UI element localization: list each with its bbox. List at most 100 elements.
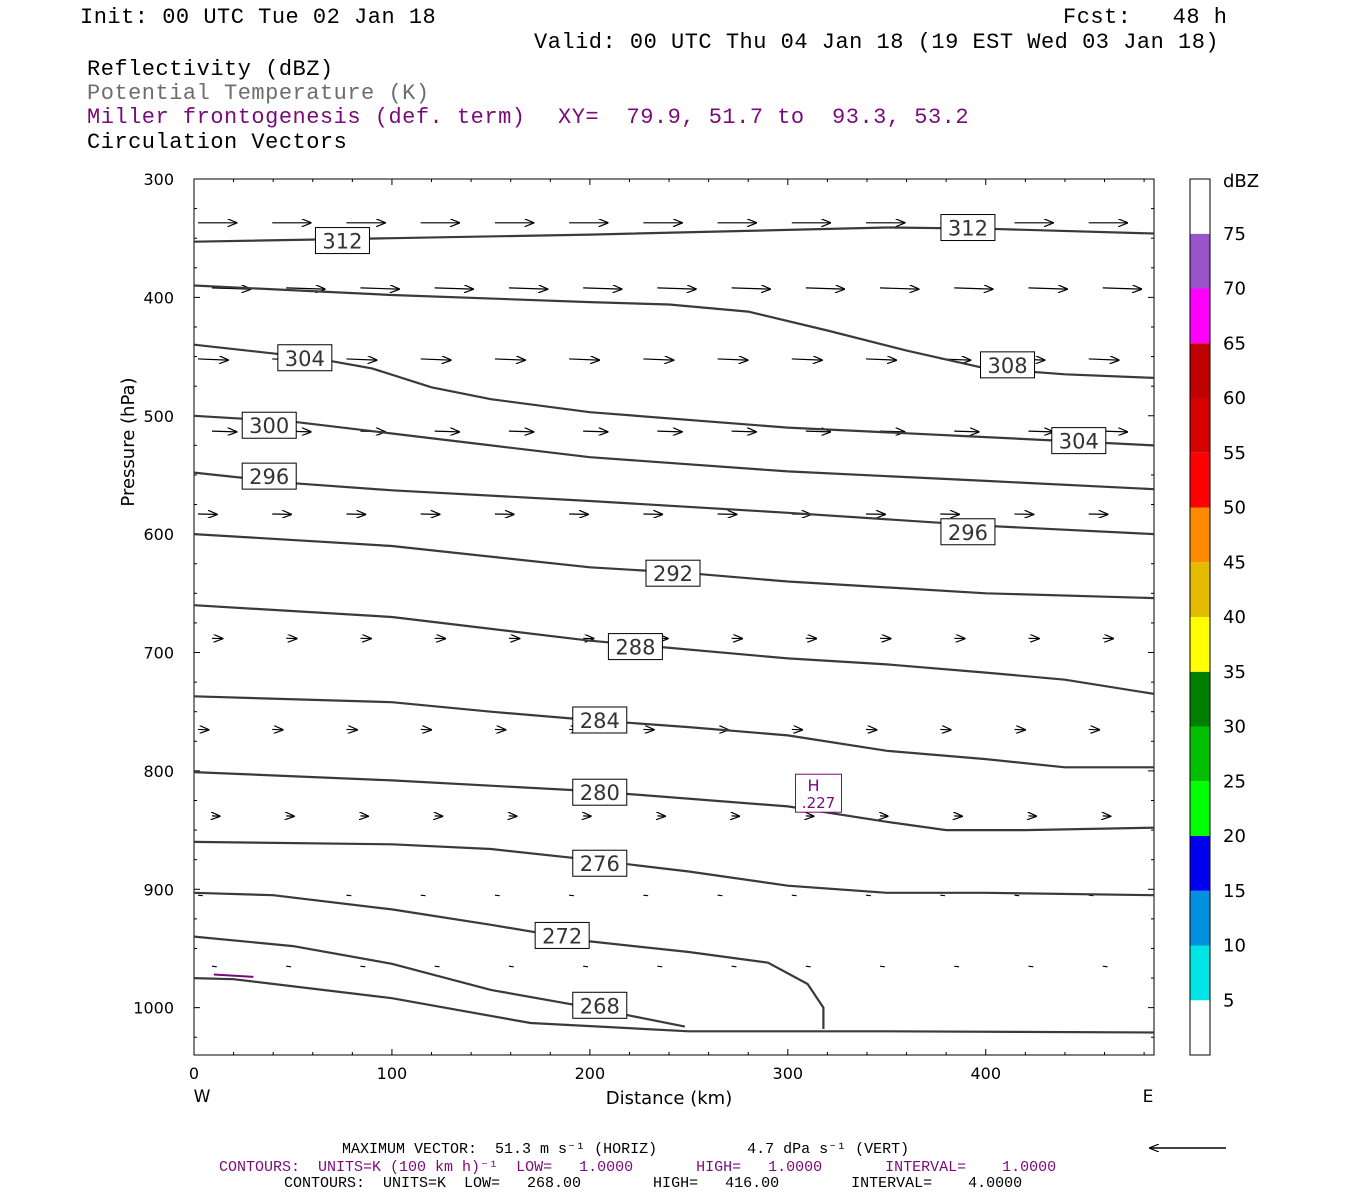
east-label: E: [1143, 1087, 1154, 1107]
colorbar-level-label: 15: [1223, 881, 1246, 902]
theta-contour: [194, 771, 1154, 832]
maximum-vector-text: MAXIMUM VECTOR: 51.3 m s⁻¹ (HORIZ) 4.7 d…: [342, 1141, 910, 1158]
theta-label: 268: [580, 994, 620, 1018]
circulation-vector: [434, 965, 440, 968]
circulation-vector: [954, 965, 960, 968]
theta-contour: [194, 695, 1154, 769]
y-tick-label: 300: [143, 170, 174, 189]
theta-label-box: [314, 227, 370, 255]
theta-label-box: [607, 633, 663, 661]
circulation-vector: [508, 288, 547, 289]
circulation-vector: [1102, 288, 1141, 289]
colorbar-level-label: 55: [1223, 443, 1246, 464]
circulation-vector: [583, 965, 589, 968]
circulation-vector: [211, 965, 217, 968]
colorbar-unit: dBZ: [1223, 171, 1259, 192]
circulation-vector: [717, 359, 748, 360]
colorbar-level-label: 65: [1223, 333, 1246, 354]
x-tick-label: 100: [377, 1064, 408, 1083]
colorbar-segment: [1190, 781, 1210, 836]
theta-contour: [194, 977, 1154, 1034]
circulation-vector: [286, 965, 292, 968]
colorbar-level-label: 5: [1223, 990, 1234, 1011]
circulation-vector: [197, 359, 228, 360]
theta-label-box: [572, 778, 628, 806]
y-tick-label: 600: [143, 525, 174, 544]
theta-contour: [194, 891, 825, 1029]
y-tick-label: 700: [143, 644, 174, 663]
colorbar-level-label: 70: [1223, 279, 1246, 300]
theta-label-box: [534, 921, 590, 949]
circulation-vector: [508, 965, 514, 968]
theta-label-box: [572, 706, 628, 734]
colorbar-level-label: 45: [1223, 552, 1246, 573]
theta-contour: [194, 604, 1154, 695]
circulation-vector: [583, 431, 607, 432]
y-tick-label: 400: [143, 288, 174, 307]
colorbar-segment: [1190, 288, 1210, 344]
colorbar-level-label: 60: [1223, 388, 1246, 409]
valid-time: Valid: 00 UTC Thu 04 Jan 18 (19 EST Wed …: [534, 30, 1220, 55]
colorbar-segment: [1190, 836, 1210, 891]
circulation-vector: [805, 431, 830, 432]
colorbar-segment: [1190, 945, 1210, 1001]
colorbar-segment: [1190, 507, 1210, 563]
circulation-vector: [1028, 965, 1034, 968]
colorbar-level-label: 30: [1223, 717, 1246, 738]
theta-label: 292: [653, 562, 693, 586]
theta-label: 284: [580, 709, 620, 733]
theta-contour: [194, 414, 1154, 491]
theta-label: 312: [322, 230, 362, 254]
circulation-vector: [880, 288, 918, 289]
frontogenesis-max-label: H: [807, 776, 819, 795]
theta-contour: [194, 343, 1154, 447]
theta-label: 304: [1059, 430, 1099, 454]
circulation-vector: [286, 288, 324, 289]
y-tick-label: 900: [143, 880, 174, 899]
circulation-vector: [731, 431, 756, 432]
y-tick-label: 1000: [133, 999, 174, 1018]
circulation-vector: [805, 965, 811, 968]
theta-label-box: [572, 991, 628, 1019]
circulation-vector: [1028, 431, 1052, 432]
circulation-vector: [805, 288, 844, 289]
colorbar-level-label: 50: [1223, 498, 1246, 519]
circulation-vector: [1028, 288, 1066, 289]
circulation-vector: [508, 431, 533, 432]
y-tick-label: 800: [143, 762, 174, 781]
circulation-vector: [1088, 359, 1119, 360]
theta-label-box: [572, 849, 628, 877]
colorbar-level-label: 20: [1223, 826, 1246, 847]
frontogenesis-max-value: .227: [802, 794, 835, 812]
theta-label: 304: [285, 347, 325, 371]
colorbar-segment: [1190, 398, 1210, 453]
theta-contour: [194, 840, 1154, 897]
theta-label: 276: [580, 852, 620, 876]
theta-label-box: [645, 559, 701, 587]
field-reflectivity: Reflectivity (dBZ): [87, 57, 334, 82]
x-tick-label: 200: [575, 1064, 606, 1083]
theta-label: 296: [249, 465, 289, 489]
theta-label-box: [241, 411, 297, 439]
cross-section-endpoints: XY= 79.9, 51.7 to 93.3, 53.2: [558, 105, 970, 130]
circulation-vector: [791, 359, 822, 360]
circulation-vector: [731, 288, 770, 289]
circulation-vector: [346, 359, 376, 360]
colorbar-level-label: 10: [1223, 936, 1246, 957]
theta-label: 312: [948, 217, 988, 241]
init-time: Init: 00 UTC Tue 02 Jan 18: [80, 5, 437, 30]
colorbar-segment: [1190, 671, 1210, 727]
colorbar-segment: [1190, 890, 1210, 946]
circulation-vector: [434, 431, 459, 432]
colorbar-level-label: 75: [1223, 224, 1246, 245]
circulation-vector: [657, 431, 681, 432]
circulation-vector: [866, 359, 896, 360]
circulation-vector: [569, 359, 599, 360]
theta-label: 308: [987, 354, 1027, 378]
frontogenesis-contour-info: CONTOURS: UNITS=K (100 km h)⁻¹ LOW= 1.00…: [219, 1159, 1057, 1176]
circulation-vector: [1102, 431, 1127, 432]
plot-frame: [193, 178, 1155, 1056]
theta-label: 280: [580, 781, 620, 805]
circulation-vector: [879, 965, 885, 968]
